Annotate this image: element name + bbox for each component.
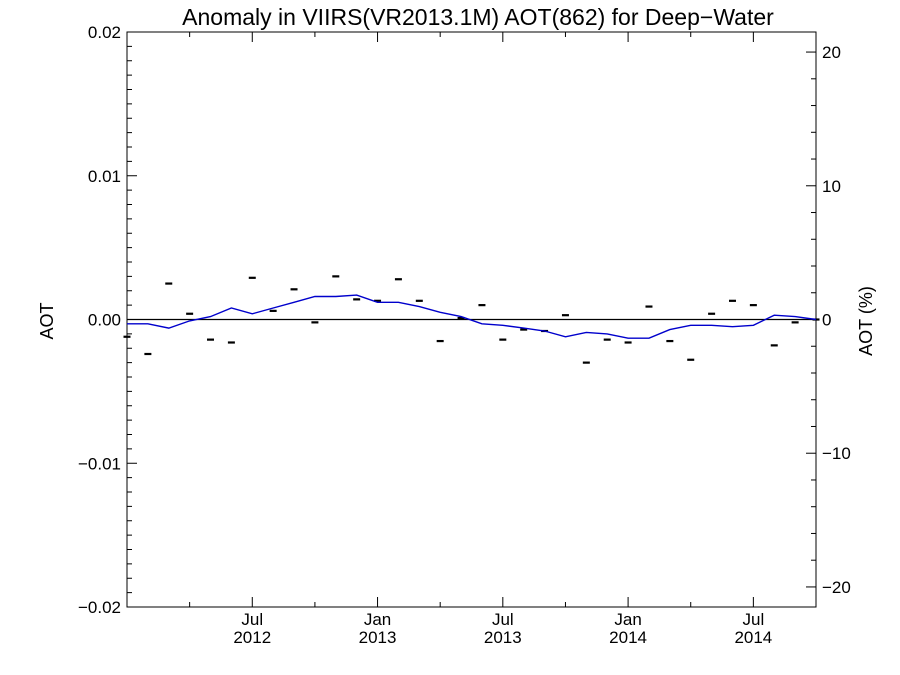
y-tick-label: −0.02 bbox=[78, 598, 121, 617]
x-tick-label: 2014 bbox=[734, 628, 772, 647]
x-tick-label: 2014 bbox=[609, 628, 647, 647]
x-tick-label: Jan bbox=[364, 610, 391, 629]
x-tick-label: Jul bbox=[742, 610, 764, 629]
y-tick-label: 0.01 bbox=[88, 167, 121, 186]
y2-tick-label: 0 bbox=[822, 311, 831, 330]
chart-title: Anomaly in VIIRS(VR2013.1M) AOT(862) for… bbox=[182, 4, 774, 30]
axes-group: 0.020.010.00−0.01−0.0220100−10−20Jul2012… bbox=[78, 23, 851, 647]
x-tick-label: Jul bbox=[241, 610, 263, 629]
y-tick-label: 0.02 bbox=[88, 23, 121, 42]
y2-axis-label: AOT (%) bbox=[856, 286, 876, 356]
x-tick-label: 2013 bbox=[484, 628, 522, 647]
x-tick-label: Jul bbox=[492, 610, 514, 629]
y-axis-label: AOT bbox=[37, 302, 57, 339]
y2-tick-label: −20 bbox=[822, 578, 851, 597]
y2-tick-label: −10 bbox=[822, 444, 851, 463]
y2-tick-label: 10 bbox=[822, 177, 841, 196]
y2-tick-label: 20 bbox=[822, 43, 841, 62]
x-tick-label: 2013 bbox=[359, 628, 397, 647]
x-tick-label: Jan bbox=[614, 610, 641, 629]
series-line bbox=[127, 294, 817, 339]
y-tick-label: 0.00 bbox=[88, 311, 121, 330]
series-group bbox=[123, 275, 820, 364]
y-tick-label: −0.01 bbox=[78, 454, 121, 473]
x-tick-label: 2012 bbox=[233, 628, 271, 647]
